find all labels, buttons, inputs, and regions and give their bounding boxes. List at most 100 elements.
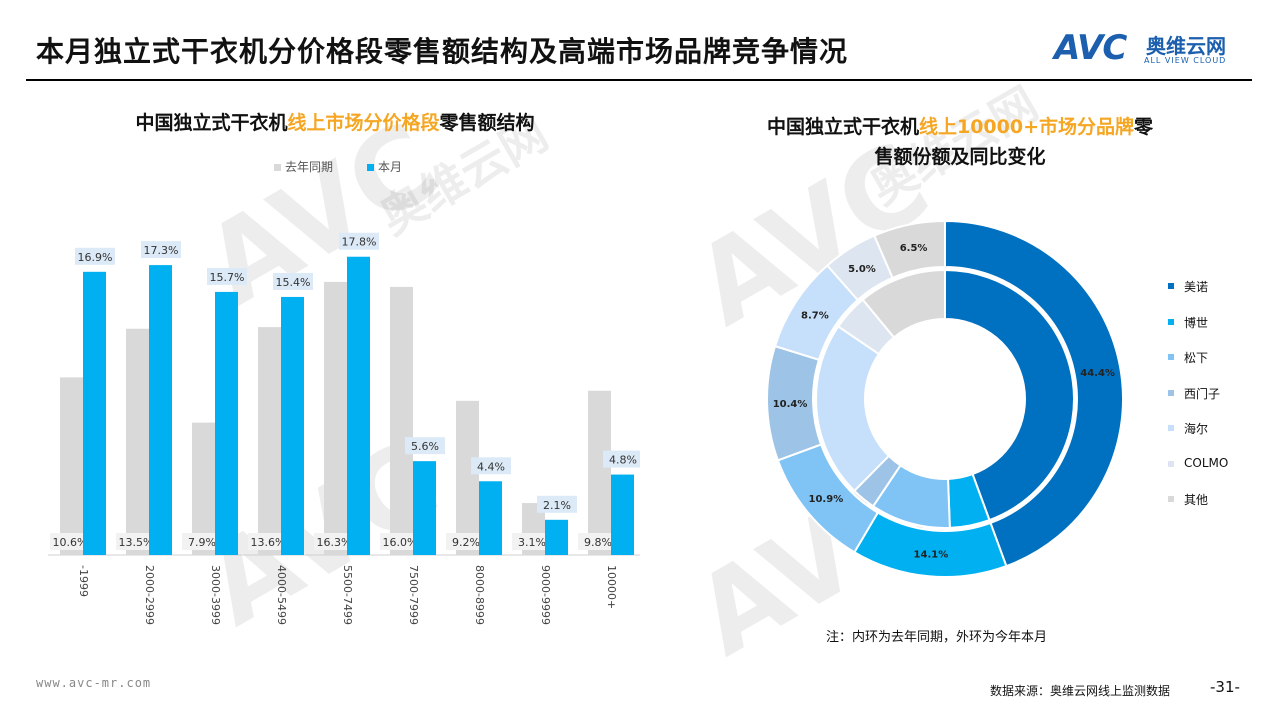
data-label-last-year: 13.6% xyxy=(251,536,286,549)
outer-ring-data-label: 6.5% xyxy=(900,243,928,254)
data-label-bg xyxy=(182,533,222,550)
bar-last-year xyxy=(258,327,281,555)
x-tick-label: 10000+ xyxy=(605,565,618,609)
data-label-this-month: 4.4% xyxy=(477,460,505,473)
data-label-bg xyxy=(446,533,486,550)
legend-swatch xyxy=(1168,496,1174,502)
legend-label: 其他 xyxy=(1184,493,1209,507)
title-divider xyxy=(26,79,1252,81)
outer-ring-slice xyxy=(872,219,946,280)
data-label-last-year: 7.9% xyxy=(188,536,216,549)
legend-label: 美诺 xyxy=(1184,280,1209,294)
legend-label: COLMO xyxy=(1184,455,1229,470)
legend-swatch xyxy=(1168,283,1174,289)
data-label-bg xyxy=(578,533,618,550)
x-tick-label: 5500-7499 xyxy=(341,565,354,625)
bar-this-month xyxy=(413,461,436,555)
data-label-bg xyxy=(141,241,181,259)
bar-this-month xyxy=(545,519,568,555)
bar-title-suffix: 零售额结构 xyxy=(439,112,535,134)
data-label-bg xyxy=(405,437,445,455)
donut-title-highlight: 线上10000+市场分品牌 xyxy=(918,116,1135,138)
data-label-bg xyxy=(273,272,313,290)
bar-this-month xyxy=(83,271,106,555)
data-label-bg xyxy=(471,457,511,475)
x-tick-label: 3000-3999 xyxy=(209,565,222,625)
logo-en-text: ALL VIEW CLOUD xyxy=(1144,56,1227,65)
data-label-this-month: 2.1% xyxy=(543,499,571,512)
legend-label: 西门子 xyxy=(1184,386,1221,401)
data-label-bg xyxy=(603,450,640,468)
data-label-this-month: 16.9% xyxy=(78,251,113,264)
legend-item: 海尔 xyxy=(1168,420,1228,456)
data-label-this-month: 15.7% xyxy=(210,271,245,284)
data-label-last-year: 13.5% xyxy=(119,536,154,549)
data-label-last-year: 3.1% xyxy=(518,536,546,549)
legend-swatch xyxy=(1168,460,1174,467)
legend-swatch xyxy=(1168,389,1174,396)
data-label-this-month: 15.4% xyxy=(276,276,311,289)
data-label-bg xyxy=(380,533,420,550)
bar-chart-title: 中国独立式干衣机线上市场分价格段零售额结构 xyxy=(40,108,630,138)
data-label-this-month: 17.8% xyxy=(342,236,377,249)
legend-label: 海尔 xyxy=(1184,422,1209,436)
legend-swatch xyxy=(1168,425,1174,431)
bar-last-year xyxy=(390,286,413,555)
donut-chart: 44.4% 14.1% 10.9% 10.4% 8.7% 5.0% 6.5% xyxy=(766,219,1124,578)
legend-item: 美诺 xyxy=(1168,278,1228,314)
bar-this-month xyxy=(215,291,238,555)
bar-title-prefix: 中国独立式干衣机 xyxy=(135,112,288,134)
outer-ring-data-label: 10.4% xyxy=(773,399,808,410)
x-tick-label: 4000-5499 xyxy=(275,565,288,625)
legend-label: 松下 xyxy=(1184,351,1209,365)
data-label-last-year: 16.0% xyxy=(383,536,418,549)
x-tick-label: 8000-8999 xyxy=(473,565,486,625)
bar-this-month xyxy=(611,474,634,555)
bar-last-year xyxy=(588,390,611,555)
legend-swatch xyxy=(1168,354,1174,360)
data-label-this-month: 4.8% xyxy=(609,454,637,467)
data-label-bg xyxy=(537,495,577,513)
logo-avc-text: AVC xyxy=(1054,28,1127,68)
donut-title-prefix: 中国独立式干衣机 xyxy=(766,116,919,138)
bar-last-year xyxy=(126,328,149,555)
outer-ring-slice xyxy=(944,219,1124,568)
website-url[interactable]: www.avc-mr.com xyxy=(36,676,152,690)
data-label-last-year: 9.2% xyxy=(452,536,480,549)
outer-ring-data-label: 10.9% xyxy=(809,494,844,505)
data-label-last-year: 16.3% xyxy=(317,536,352,549)
data-label-bg xyxy=(75,247,115,265)
bar-last-year xyxy=(60,377,83,555)
bar-last-year xyxy=(192,422,215,555)
data-label-bg xyxy=(512,533,552,550)
avc-logo: AVC 奥维云网 ALL VIEW CLOUD xyxy=(1054,28,1244,68)
data-label-this-month: 17.3% xyxy=(144,244,179,257)
legend-item-last-year: 去年同期 xyxy=(274,158,333,175)
outer-ring-data-label: 5.0% xyxy=(848,264,876,275)
bar-last-year xyxy=(456,400,479,555)
data-label-last-year: 10.6% xyxy=(53,536,88,549)
bar-chart: 10.6% 16.9% -1999 13.5% 17.3% 2000-2999 7.9% 15… xyxy=(48,232,640,625)
data-label-this-month: 5.6% xyxy=(411,440,439,453)
legend-item-this-month: 本月 xyxy=(367,158,402,175)
x-tick-label: 7500-7999 xyxy=(407,565,420,625)
x-tick-label: -1999 xyxy=(77,565,90,597)
data-label-bg xyxy=(207,267,247,285)
chart-note: 注：内环为去年同期，外环为今年本月 xyxy=(826,630,1048,645)
data-source: 数据来源：奥维云网线上监测数据 xyxy=(990,684,1171,698)
bar-this-month xyxy=(281,296,304,555)
donut-title-tail: 零 xyxy=(1134,116,1154,138)
bar-this-month xyxy=(479,481,502,555)
data-label-bg xyxy=(116,533,156,550)
bar-title-highlight: 线上市场分价格段 xyxy=(287,112,440,134)
x-tick-label: 2000-2999 xyxy=(143,565,156,625)
data-label-bg xyxy=(50,533,90,550)
outer-ring-data-label: 44.4% xyxy=(1080,368,1115,379)
legend-swatch xyxy=(1168,318,1174,325)
legend-item: COLMO xyxy=(1168,456,1228,492)
legend-item: 西门子 xyxy=(1168,385,1228,421)
bar-last-year xyxy=(324,281,347,555)
logo-cn-text: 奥维云网 xyxy=(1146,34,1226,58)
donut-legend: 美诺 博世 松下 西门子 海尔 COLMO 其他 xyxy=(1168,278,1228,527)
bar-legend: 去年同期 本月 xyxy=(274,158,402,175)
